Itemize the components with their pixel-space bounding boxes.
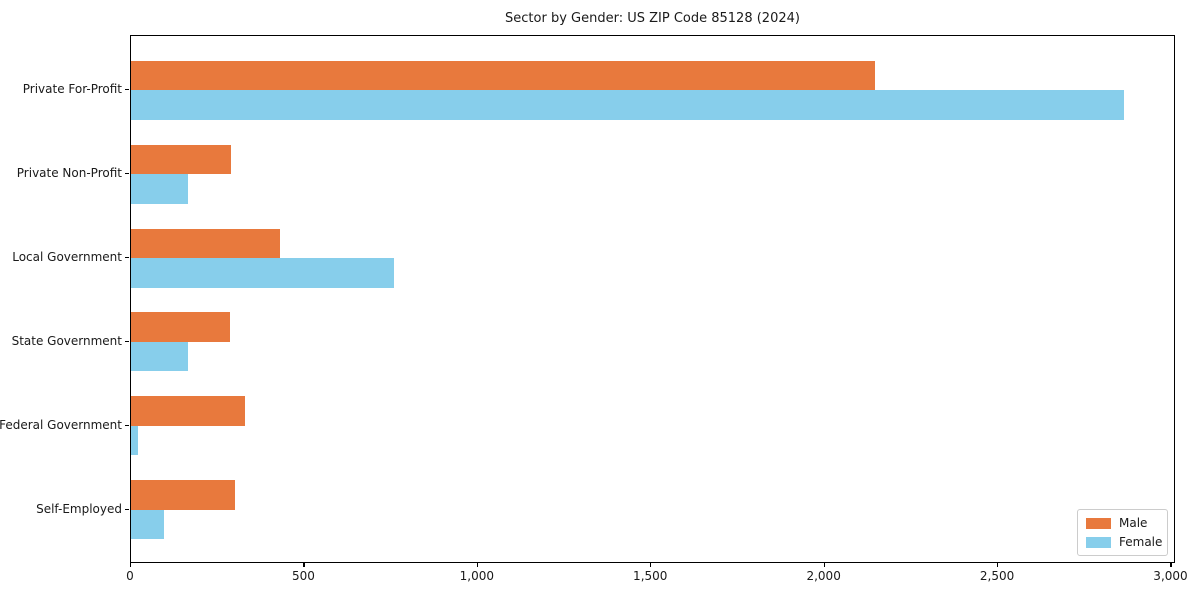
- legend-entry-female: Female: [1086, 535, 1163, 549]
- bar-male: [131, 396, 246, 426]
- y-tick-label: Private For-Profit: [22, 82, 122, 96]
- y-tick-mark: [125, 257, 129, 259]
- legend-entry-male: Male: [1086, 516, 1159, 530]
- legend-label-female: Female: [1119, 535, 1163, 549]
- legend-label-male: Male: [1119, 516, 1148, 530]
- x-tick-mark: [1170, 563, 1172, 567]
- y-tick-label: Federal Government: [0, 417, 122, 432]
- bar-male: [131, 144, 232, 174]
- y-tick-label: Private Non-Profit: [16, 166, 122, 180]
- y-tick-mark: [125, 340, 129, 343]
- x-tick-label: 2,000: [806, 569, 841, 583]
- legend: Male Female: [1077, 509, 1168, 556]
- x-tick-label: 1,000: [459, 569, 495, 583]
- x-tick-mark: [476, 563, 479, 567]
- legend-swatch-female-icon: [1086, 536, 1111, 548]
- y-tick-mark: [125, 89, 129, 91]
- y-tick-mark: [125, 508, 129, 511]
- x-tick-mark: [823, 563, 825, 567]
- y-tick-mark: [125, 173, 129, 175]
- y-tick-label: State Government: [11, 333, 122, 348]
- bar-female: [131, 341, 189, 372]
- x-tick-label: 2,500: [979, 569, 1015, 583]
- bar-female: [131, 174, 189, 204]
- legend-swatch-male-icon: [1086, 517, 1111, 529]
- y-tick-mark: [125, 424, 129, 427]
- x-tick-mark: [650, 563, 652, 567]
- bar-male: [131, 60, 876, 90]
- bar-female: [131, 425, 138, 456]
- y-tick-label: Local Government: [12, 250, 122, 264]
- plot-area: [130, 35, 1175, 563]
- x-tick-mark: [130, 563, 132, 567]
- bar-female: [131, 509, 164, 540]
- chart-title: Sector by Gender: US ZIP Code 85128 (202…: [505, 11, 800, 26]
- x-tick-mark: [997, 563, 999, 567]
- x-tick-label: 3,000: [1153, 569, 1188, 583]
- x-tick-mark: [303, 563, 305, 567]
- x-tick-label: 0: [126, 569, 134, 583]
- y-axis: Private For-Profit Private Non-Profit Loca…: [0, 35, 122, 563]
- bar-male: [131, 312, 230, 342]
- bar-female: [131, 90, 1125, 120]
- bar-male: [131, 480, 235, 510]
- bar-female: [131, 258, 395, 288]
- x-tick-label: 500: [291, 569, 315, 583]
- bar-male: [131, 228, 280, 258]
- x-tick-label: 1,500: [633, 569, 668, 583]
- y-tick-label: Self-Employed: [36, 501, 122, 516]
